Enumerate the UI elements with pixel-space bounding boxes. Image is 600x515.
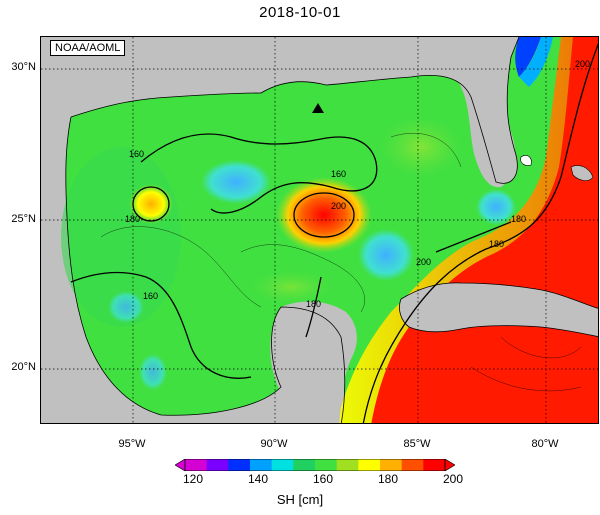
sea-height-map: 160 160 180 200 180 160 180 180 200 200: [41, 37, 598, 423]
colorbar-tick: 120: [182, 472, 204, 486]
cool-eddy-east: [358, 229, 414, 281]
colorbar-cell: [401, 459, 424, 471]
colorbar-tick: 140: [247, 472, 269, 486]
lon-label-80w: 80°W: [531, 438, 559, 450]
colorbar-cell: [206, 459, 229, 471]
contour-label: 180: [511, 214, 526, 224]
colorbar-cell: [315, 459, 338, 471]
warm-spot-west: [129, 184, 173, 224]
gridlines: [41, 37, 598, 423]
colorbar-cell: [358, 459, 381, 471]
cold-spot-north: [515, 37, 541, 77]
yucatan-land: [176, 301, 357, 423]
colorbar-cell: [293, 459, 316, 471]
colorbar-cell: [423, 459, 446, 471]
triangle-marker[interactable]: [312, 103, 324, 113]
map-panel[interactable]: 160 160 180 200 180 160 180 180 200 200: [40, 36, 599, 424]
cuba-land: [399, 282, 598, 337]
colorbar-cell: [185, 459, 208, 471]
colorbar-tick: 180: [377, 472, 399, 486]
lat-label-30n: 30°N: [11, 61, 36, 73]
contour-label: 180: [125, 214, 140, 224]
contour-label: 160: [129, 149, 144, 159]
lon-label-95w: 95°W: [118, 438, 146, 450]
lat-label-25n: 25°N: [11, 213, 36, 225]
contour-label: 180: [489, 239, 504, 249]
contour-label: 200: [331, 201, 346, 211]
map-title: 2018-10-01: [259, 4, 341, 21]
contour-label: 200: [575, 59, 590, 69]
credit-box: NOAA/AOML: [50, 40, 126, 56]
florida-land: [441, 37, 516, 188]
contour-label: 180: [306, 299, 321, 309]
colorbar-label: SH [cm]: [276, 492, 324, 507]
warm-eddy: [276, 177, 372, 253]
colorbar-cell: [228, 459, 251, 471]
colorbar-cell: [250, 459, 273, 471]
lon-label-90w: 90°W: [260, 438, 288, 450]
lon-label-85w: 85°W: [403, 438, 431, 450]
colorbar-tick: 200: [442, 472, 464, 486]
cool-eddy-central: [201, 160, 271, 204]
contour-label: 200: [416, 257, 431, 267]
lat-label-20n: 20°N: [11, 361, 36, 373]
contour-lines: [70, 42, 598, 423]
contour-label: 160: [331, 169, 346, 179]
colorbar-cell: [380, 459, 403, 471]
colorbar: [175, 459, 455, 471]
contour-label: 160: [143, 291, 158, 301]
colorbar-tick: 160: [312, 472, 334, 486]
colorbar-cell: [271, 459, 294, 471]
colorbar-cell: [336, 459, 359, 471]
